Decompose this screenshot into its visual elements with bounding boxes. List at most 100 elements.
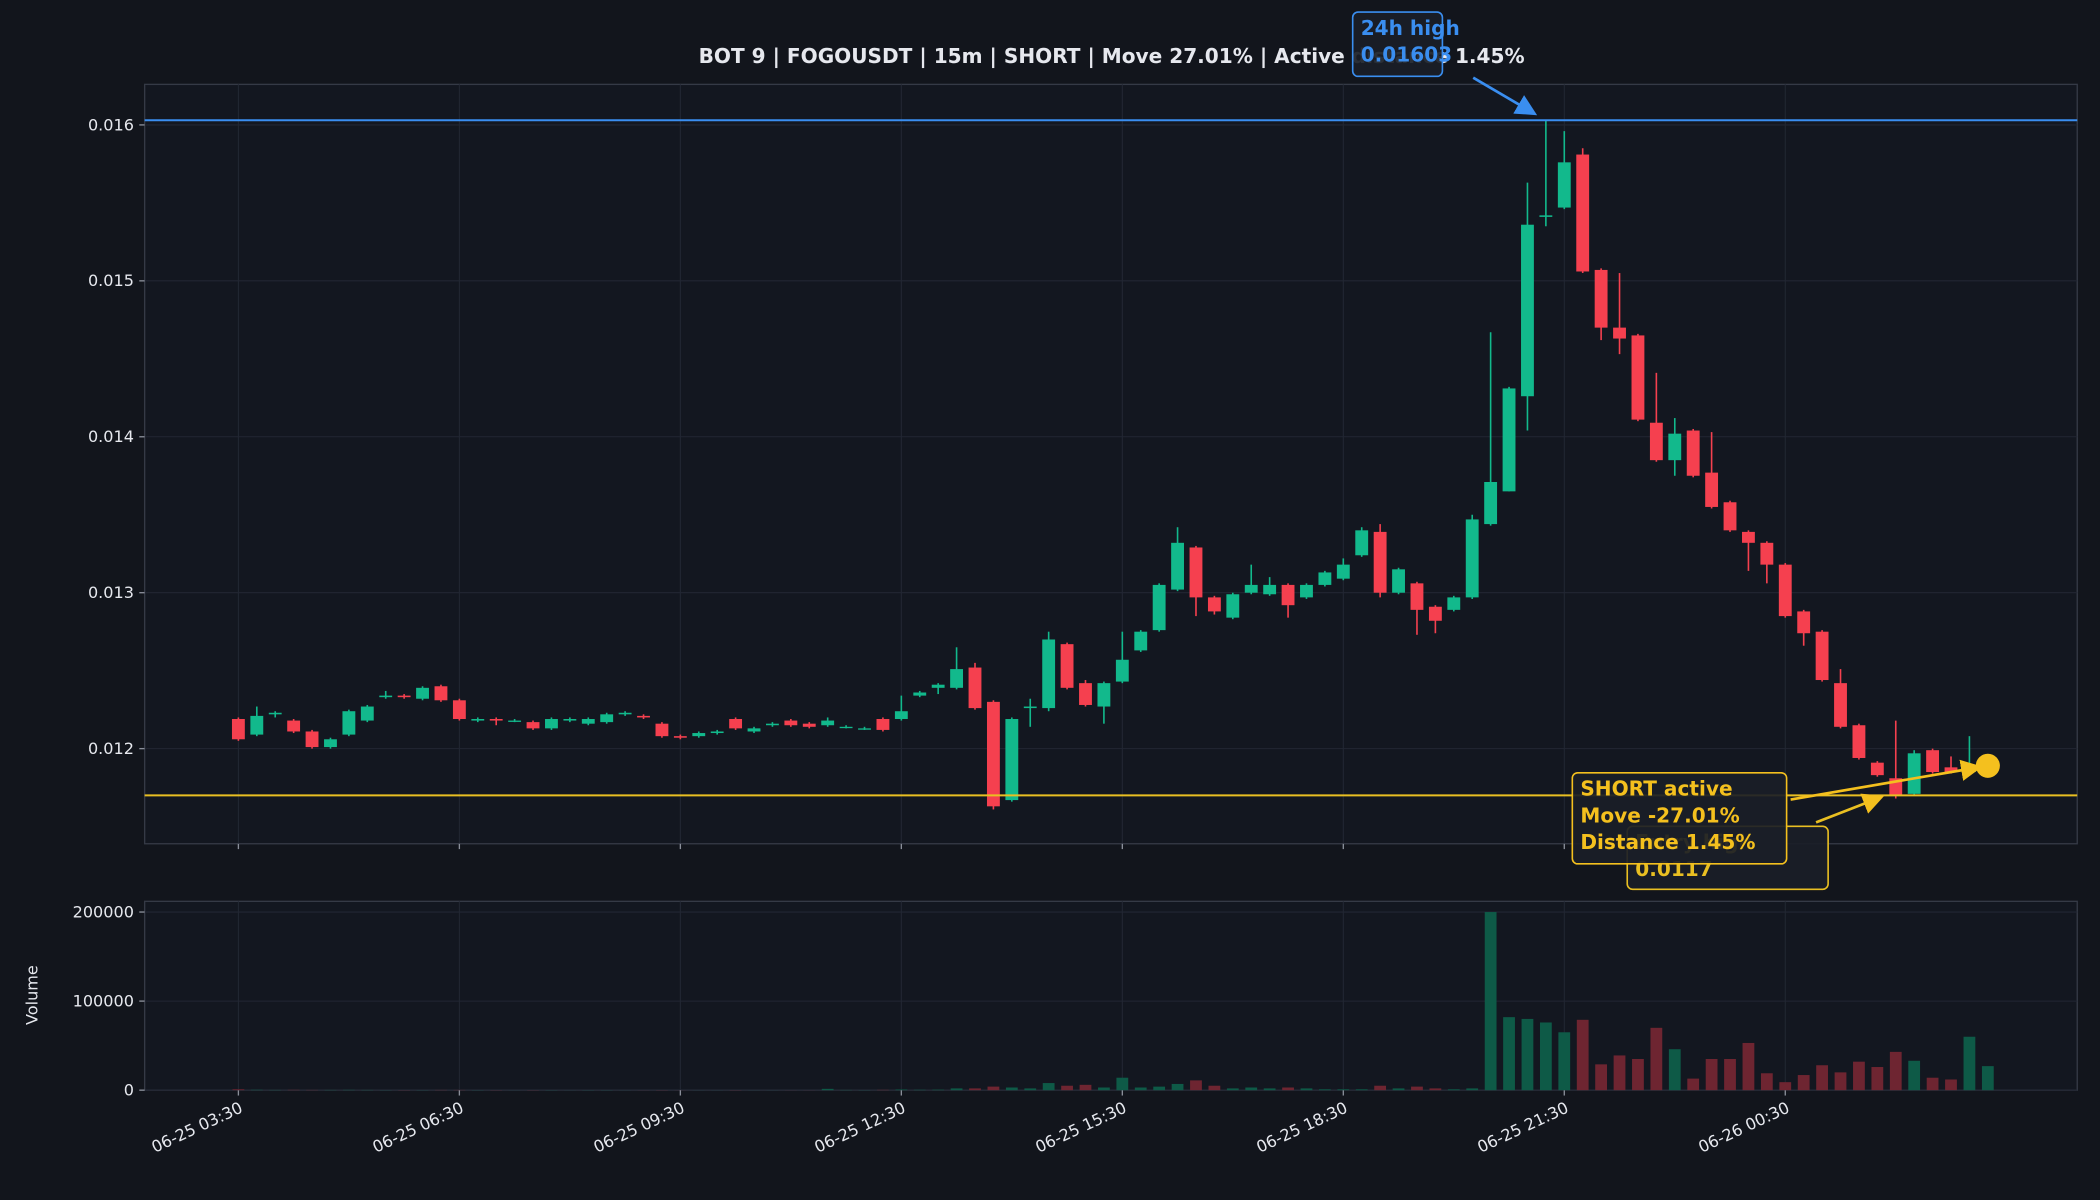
candle-body bbox=[1171, 542, 1184, 590]
candle-body bbox=[287, 720, 301, 732]
volume-bar bbox=[1503, 1017, 1515, 1091]
candle-body bbox=[1834, 683, 1847, 727]
candle-body bbox=[581, 719, 595, 724]
volume-panel bbox=[143, 900, 2078, 1091]
candle-body bbox=[1428, 606, 1442, 621]
candle-body bbox=[397, 695, 411, 698]
candle-body bbox=[1318, 572, 1332, 585]
candle-body bbox=[471, 719, 485, 721]
volume-bar bbox=[1834, 1072, 1847, 1091]
candle-body bbox=[1373, 531, 1387, 593]
volume-bar bbox=[1005, 1087, 1018, 1091]
volume-bar bbox=[1300, 1088, 1313, 1091]
candle-body bbox=[1502, 388, 1516, 492]
candle-body bbox=[452, 700, 466, 720]
volume-bar bbox=[1245, 1087, 1258, 1091]
volume-bar bbox=[1134, 1087, 1147, 1091]
candle-body bbox=[1686, 430, 1700, 476]
current-price-dot bbox=[1975, 753, 2000, 778]
candle-body bbox=[1207, 597, 1221, 612]
candle-body bbox=[784, 720, 798, 726]
volume-bar bbox=[1024, 1088, 1037, 1091]
volume-bar bbox=[950, 1088, 963, 1091]
volume-bar bbox=[1724, 1059, 1736, 1091]
candle-body bbox=[1023, 706, 1037, 709]
candle-body bbox=[1742, 531, 1755, 543]
candle-body bbox=[821, 720, 835, 726]
volume-bar bbox=[1650, 1027, 1663, 1091]
volume-bar bbox=[1226, 1088, 1239, 1091]
candle-body bbox=[1613, 327, 1626, 339]
volume-bar bbox=[1889, 1051, 1902, 1091]
high-annotation-text: 0.01603 bbox=[1361, 43, 1452, 67]
candle-body bbox=[1778, 564, 1792, 617]
entry-arrow bbox=[1815, 793, 1885, 824]
candle-body bbox=[1797, 611, 1811, 634]
candle-body bbox=[1281, 584, 1295, 606]
high-annotation-text: 24h high bbox=[1361, 16, 1460, 40]
volume-bar bbox=[987, 1086, 1000, 1091]
candle-body bbox=[1521, 224, 1534, 397]
volume-bar bbox=[1318, 1089, 1331, 1091]
candle-body bbox=[545, 719, 558, 729]
candle-body bbox=[655, 723, 669, 737]
candle-body bbox=[1410, 583, 1424, 610]
candle-body bbox=[913, 692, 927, 696]
y-tick-label: 0.012 bbox=[88, 739, 134, 758]
volume-bar bbox=[1116, 1077, 1129, 1091]
candle-body bbox=[231, 719, 245, 740]
candle-body bbox=[600, 714, 614, 723]
candle-body bbox=[1557, 162, 1571, 208]
candle-body bbox=[950, 669, 964, 688]
y-tick-label: 0 bbox=[124, 1081, 134, 1100]
candle-body bbox=[1649, 422, 1663, 461]
volume-bar bbox=[1042, 1083, 1055, 1091]
candle-body bbox=[1244, 584, 1258, 593]
volume-bar bbox=[1466, 1088, 1479, 1091]
y-tick-label: 0.013 bbox=[88, 583, 134, 602]
volume-bar bbox=[1926, 1077, 1939, 1091]
candle-body bbox=[1134, 631, 1148, 651]
candle-body bbox=[986, 701, 1000, 807]
candle-body bbox=[858, 728, 871, 730]
candle-body bbox=[1152, 584, 1166, 631]
volume-bar bbox=[1779, 1082, 1792, 1091]
candle-body bbox=[839, 726, 853, 729]
volume-bar bbox=[1558, 1032, 1571, 1091]
candle-body bbox=[1484, 481, 1498, 525]
volume-bar bbox=[1595, 1064, 1608, 1091]
candle-body bbox=[729, 719, 743, 729]
candle-body bbox=[1705, 472, 1719, 507]
volume-bar bbox=[1908, 1060, 1921, 1091]
volume-bar bbox=[1355, 1089, 1368, 1091]
candle-body bbox=[747, 728, 761, 732]
candle-body bbox=[1097, 683, 1111, 707]
volume-bar bbox=[1539, 1022, 1552, 1091]
candle-body bbox=[342, 711, 356, 735]
status-annotation-text: Distance 1.45% bbox=[1580, 830, 1755, 854]
volume-bar bbox=[895, 1089, 908, 1091]
candle-body bbox=[1576, 154, 1590, 272]
candle-body bbox=[1392, 569, 1405, 593]
candle-body bbox=[250, 715, 264, 735]
candle-body bbox=[1465, 519, 1479, 598]
candle-body bbox=[1944, 767, 1958, 773]
candle-body bbox=[508, 720, 522, 722]
candle-body bbox=[1539, 215, 1553, 217]
volume-bar bbox=[1374, 1085, 1387, 1091]
volume-bar bbox=[932, 1089, 945, 1091]
volume-bar bbox=[1484, 912, 1497, 1091]
volume-bar bbox=[1208, 1085, 1221, 1091]
candle-body bbox=[1815, 631, 1829, 681]
candle-body bbox=[1336, 564, 1350, 579]
volume-bar bbox=[1816, 1065, 1828, 1091]
volume-bar bbox=[1945, 1079, 1957, 1091]
candle-body bbox=[766, 723, 779, 726]
volume-bar bbox=[1981, 1066, 1994, 1091]
volume-bar bbox=[1871, 1067, 1884, 1091]
candle-body bbox=[618, 712, 632, 715]
candle-body bbox=[1447, 597, 1461, 610]
candle-body bbox=[1189, 547, 1203, 598]
